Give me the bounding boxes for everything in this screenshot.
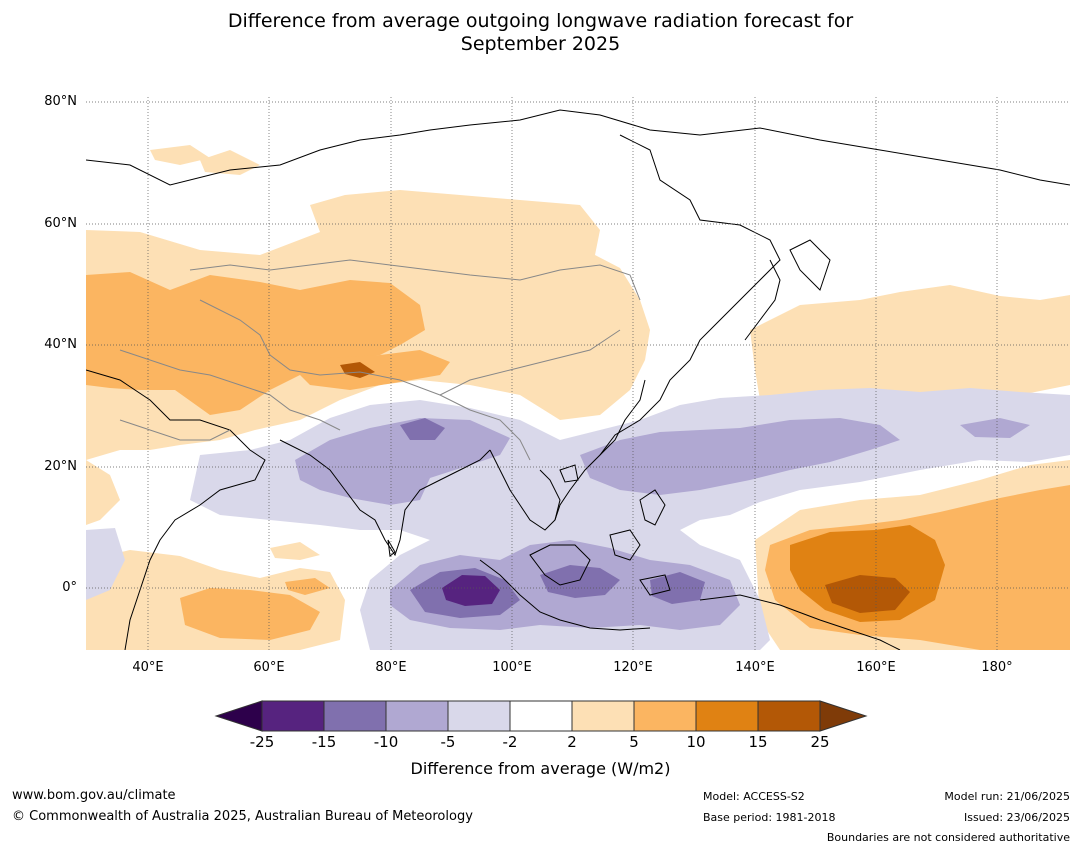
gridlines xyxy=(86,97,1070,650)
colorbar-title: Difference from average (W/m2) xyxy=(410,759,671,778)
chart-title: Difference from average outgoing longwav… xyxy=(0,10,1081,56)
colorbar-tick-label: 5 xyxy=(629,733,639,751)
lat-label-40n: 40°N xyxy=(44,337,77,352)
lon-label-80e: 80°E xyxy=(375,660,407,675)
footer-base-period: Base period: 1981-2018 xyxy=(703,811,836,824)
colorbar-tick-label: -5 xyxy=(440,733,456,751)
colorbar-segment-7 xyxy=(695,700,759,732)
colorbar-segment-3 xyxy=(447,700,511,732)
colorbar-segment-5 xyxy=(571,700,635,732)
colorbar-segment-8 xyxy=(757,700,821,732)
footer-issued: Issued: 23/06/2025 xyxy=(963,811,1070,824)
colorbar-segment-6 xyxy=(633,700,697,732)
lat-label-60n: 60°N xyxy=(44,216,77,231)
coastlines xyxy=(86,109,1070,650)
colorbar-tick-label: 10 xyxy=(686,733,706,751)
colorbar-tick-label: 25 xyxy=(810,733,830,751)
colorbar-tick-label: -2 xyxy=(502,733,518,751)
title-line-2: September 2025 xyxy=(460,33,621,55)
lon-label-160e: 160°E xyxy=(856,660,896,675)
colorbar-tick-label: -15 xyxy=(311,733,337,751)
anomaly-positive-strong xyxy=(790,525,945,622)
lon-label-140e: 140°E xyxy=(735,660,775,675)
lon-label-40e: 40°E xyxy=(132,660,164,675)
colorbar-tick-label: -10 xyxy=(373,733,399,751)
colorbar-segment-2 xyxy=(385,700,449,732)
colorbar-tick-label: 15 xyxy=(748,733,768,751)
colorbar-tick-label: 2 xyxy=(567,733,577,751)
colorbar-tick-label: -25 xyxy=(249,733,275,751)
country-borders xyxy=(119,259,641,461)
footer-model: Model: ACCESS-S2 xyxy=(703,790,805,803)
anomaly-negative-very-strong xyxy=(442,575,500,606)
lon-label-120e: 120°E xyxy=(613,660,653,675)
colorbar-segment-0 xyxy=(261,700,325,732)
lat-label-20n: 20°N xyxy=(44,459,77,474)
colorbar-under-arrow xyxy=(214,700,263,732)
footer-copyright: © Commonwealth of Australia 2025, Austra… xyxy=(12,809,473,824)
colorbar-segment-4 xyxy=(509,700,573,732)
lat-label-0: 0° xyxy=(62,580,77,595)
footer-model-run: Model run: 21/06/2025 xyxy=(944,790,1070,803)
lon-label-180: 180° xyxy=(981,660,1013,675)
colorbar-over-arrow xyxy=(819,700,868,732)
colorbar-segments xyxy=(214,700,868,732)
colorbar-segment-1 xyxy=(323,700,387,732)
olr-anomaly-map xyxy=(86,97,1070,650)
lon-label-60e: 60°E xyxy=(253,660,285,675)
footer-website: www.bom.gov.au/climate xyxy=(12,788,176,803)
footer-disclaimer: Boundaries are not considered authoritat… xyxy=(826,831,1070,844)
anomaly-positive-very-strong xyxy=(340,362,910,613)
lon-label-100e: 100°E xyxy=(492,660,532,675)
lat-label-80n: 80°N xyxy=(44,94,77,109)
title-line-1: Difference from average outgoing longwav… xyxy=(227,10,854,32)
